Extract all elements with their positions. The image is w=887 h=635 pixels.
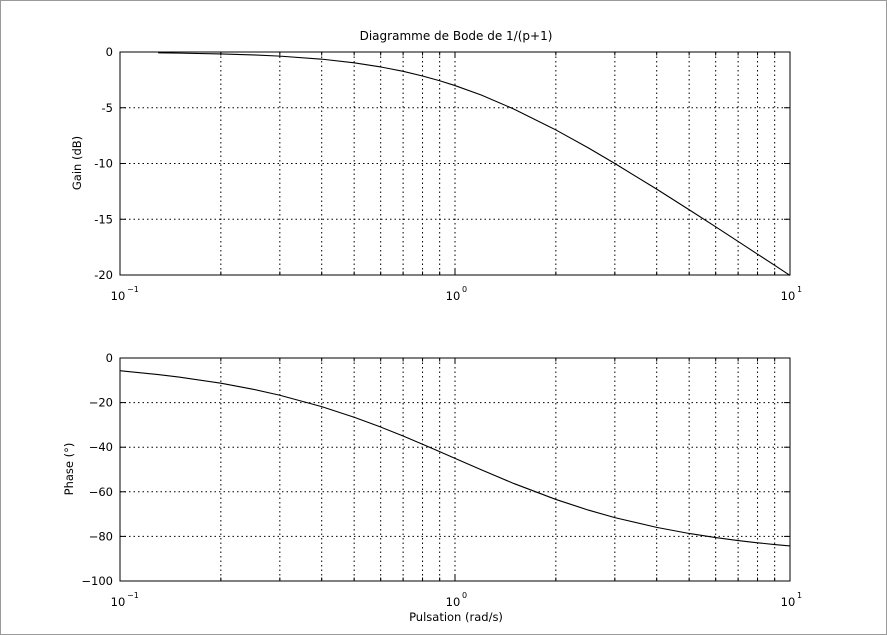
gain-ylabel: Gain (dB) xyxy=(70,136,84,190)
x-tick-label: 10 xyxy=(446,595,461,609)
x-tick-label: 10 xyxy=(446,289,461,303)
y-tick-label: -10 xyxy=(94,157,113,171)
phase-xlabel: Pulsation (rad/s) xyxy=(409,610,503,624)
y-tick-label: 0 xyxy=(106,351,113,365)
x-tick-label-exponent: −1 xyxy=(127,285,139,294)
y-tick-label: −60 xyxy=(89,485,113,499)
y-tick-label: 0 xyxy=(106,45,113,59)
x-tick-label: 10 xyxy=(781,595,796,609)
x-tick-label-exponent: 1 xyxy=(797,285,802,294)
x-tick-label: 10 xyxy=(111,595,126,609)
y-tick-label: -5 xyxy=(102,101,113,115)
y-tick-label: -15 xyxy=(94,212,113,226)
x-tick-label-exponent: 1 xyxy=(797,591,802,600)
x-tick-label: 10 xyxy=(781,289,796,303)
y-tick-label: −80 xyxy=(89,529,113,543)
phase-ylabel: Phase (°) xyxy=(62,443,76,496)
y-tick-label: −40 xyxy=(89,440,113,454)
y-tick-label: −100 xyxy=(81,574,113,588)
chart-title: Diagramme de Bode de 1/(p+1) xyxy=(360,29,553,43)
x-tick-label-exponent: 0 xyxy=(462,285,467,294)
x-tick-label-exponent: −1 xyxy=(127,591,139,600)
gain-curve xyxy=(158,52,791,276)
x-tick-label-exponent: 0 xyxy=(462,591,467,600)
y-tick-label: −20 xyxy=(89,396,113,410)
phase-curve xyxy=(119,370,791,547)
y-tick-label: -20 xyxy=(94,268,113,282)
x-tick-label: 10 xyxy=(111,289,126,303)
